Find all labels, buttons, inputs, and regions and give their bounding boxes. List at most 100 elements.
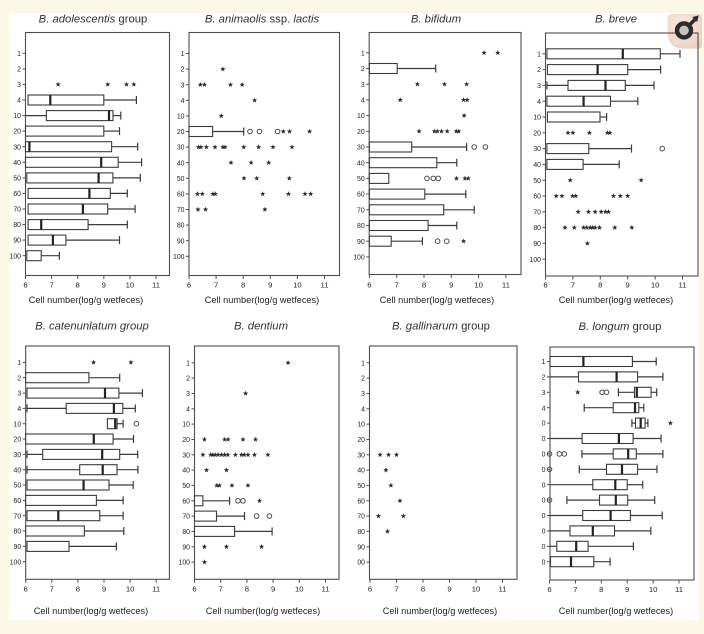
svg-text:40: 40 (357, 160, 365, 167)
svg-text:60: 60 (182, 498, 190, 505)
svg-text:90: 90 (177, 238, 185, 245)
svg-text:30: 30 (14, 452, 22, 459)
svg-text:30: 30 (533, 146, 541, 153)
svg-text:90: 90 (357, 544, 365, 551)
svg-text:20: 20 (357, 129, 365, 136)
svg-text:3: 3 (186, 391, 190, 398)
svg-text:20: 20 (533, 130, 541, 137)
svg-text:4: 4 (361, 406, 365, 413)
svg-text:60: 60 (14, 498, 22, 505)
svg-text:6: 6 (547, 585, 551, 594)
svg-text:3: 3 (361, 82, 365, 89)
svg-text:11: 11 (152, 585, 160, 594)
svg-text:11: 11 (679, 281, 687, 290)
svg-text:Cell number(log/g wetfeces): Cell number(log/g wetfeces) (383, 606, 497, 616)
svg-text:1: 1 (361, 50, 365, 57)
svg-text:6: 6 (192, 585, 196, 594)
svg-text:10: 10 (126, 585, 135, 594)
svg-text:50: 50 (357, 483, 365, 490)
svg-text:0: 0 (542, 421, 546, 428)
svg-text:1: 1 (542, 359, 546, 366)
svg-text:50: 50 (177, 176, 185, 183)
svg-text:9: 9 (625, 585, 629, 594)
svg-text:1: 1 (181, 51, 185, 58)
svg-text:10: 10 (651, 281, 660, 290)
svg-text:10: 10 (126, 281, 135, 290)
svg-text:100: 100 (353, 255, 365, 262)
svg-text:90: 90 (14, 544, 22, 551)
svg-text:70: 70 (182, 514, 190, 521)
svg-text:70: 70 (177, 207, 185, 214)
svg-text:1: 1 (186, 360, 190, 367)
svg-text:60: 60 (13, 191, 21, 198)
svg-text:50: 50 (13, 176, 21, 183)
svg-text:6: 6 (187, 281, 191, 290)
svg-text:50: 50 (357, 176, 365, 183)
svg-text:6: 6 (367, 281, 371, 290)
svg-text:0: 0 (542, 529, 546, 536)
svg-text:0: 0 (542, 513, 546, 520)
svg-text:0: 0 (542, 452, 546, 459)
svg-text:3: 3 (542, 390, 546, 397)
svg-text:2: 2 (542, 375, 546, 382)
svg-text:60: 60 (177, 192, 185, 199)
svg-text:0: 0 (542, 544, 546, 551)
svg-text:10: 10 (474, 281, 483, 290)
svg-text:100: 100 (530, 257, 542, 264)
svg-text:10: 10 (533, 115, 541, 122)
svg-text:30: 30 (182, 452, 190, 459)
svg-text:7: 7 (573, 585, 577, 594)
svg-text:7: 7 (214, 281, 218, 290)
svg-text:40: 40 (533, 162, 541, 169)
svg-text:60: 60 (357, 498, 365, 505)
svg-text:6: 6 (543, 281, 547, 290)
svg-text:1: 1 (17, 51, 21, 58)
svg-text:7: 7 (571, 281, 575, 290)
svg-text:2: 2 (186, 376, 190, 383)
svg-text:0: 0 (542, 482, 546, 489)
svg-text:11: 11 (152, 281, 160, 290)
svg-text:6: 6 (23, 281, 27, 290)
svg-text:90: 90 (357, 239, 365, 246)
svg-text:9: 9 (102, 281, 106, 290)
svg-text:50: 50 (533, 178, 541, 185)
svg-text:1: 1 (537, 51, 541, 58)
svg-text:B. longum group: B. longum group (579, 321, 662, 333)
svg-text:4: 4 (186, 406, 190, 413)
svg-text:4: 4 (361, 98, 365, 105)
svg-text:7: 7 (50, 585, 54, 594)
svg-text:70: 70 (13, 207, 21, 214)
svg-text:10: 10 (13, 113, 21, 120)
svg-text:80: 80 (357, 223, 365, 230)
svg-text:40: 40 (177, 160, 185, 167)
svg-text:100: 100 (173, 254, 185, 261)
svg-text:90: 90 (533, 241, 541, 248)
svg-text:3: 3 (17, 391, 21, 398)
svg-text:7: 7 (49, 281, 53, 290)
svg-text:B. animaolis ssp. lactis: B. animaolis ssp. lactis (205, 14, 320, 26)
svg-text:8: 8 (421, 585, 425, 594)
svg-text:0: 0 (542, 498, 546, 505)
svg-text:80: 80 (177, 223, 185, 230)
svg-text:4: 4 (537, 99, 541, 106)
svg-text:B. bifidum: B. bifidum (411, 14, 461, 26)
svg-text:3: 3 (181, 82, 185, 89)
svg-text:00: 00 (357, 560, 365, 567)
svg-text:9: 9 (447, 585, 451, 594)
svg-text:80: 80 (182, 529, 190, 536)
svg-text:Cell number(log/g wetfeces): Cell number(log/g wetfeces) (380, 295, 494, 305)
svg-text:100: 100 (10, 559, 22, 566)
svg-text:40: 40 (357, 468, 365, 475)
svg-text:Cell number(log/g wetfeces): Cell number(log/g wetfeces) (205, 295, 319, 305)
svg-text:10: 10 (14, 421, 22, 428)
svg-text:20: 20 (14, 437, 22, 444)
svg-text:8: 8 (241, 281, 245, 290)
svg-text:0: 0 (542, 467, 546, 474)
svg-text:8: 8 (599, 585, 603, 594)
svg-text:8: 8 (76, 281, 80, 290)
svg-text:80: 80 (357, 529, 365, 536)
svg-text:10: 10 (472, 585, 481, 594)
svg-text:8: 8 (245, 585, 249, 594)
svg-text:B. gallinarum group: B. gallinarum group (392, 321, 490, 333)
svg-text:90: 90 (13, 238, 21, 245)
